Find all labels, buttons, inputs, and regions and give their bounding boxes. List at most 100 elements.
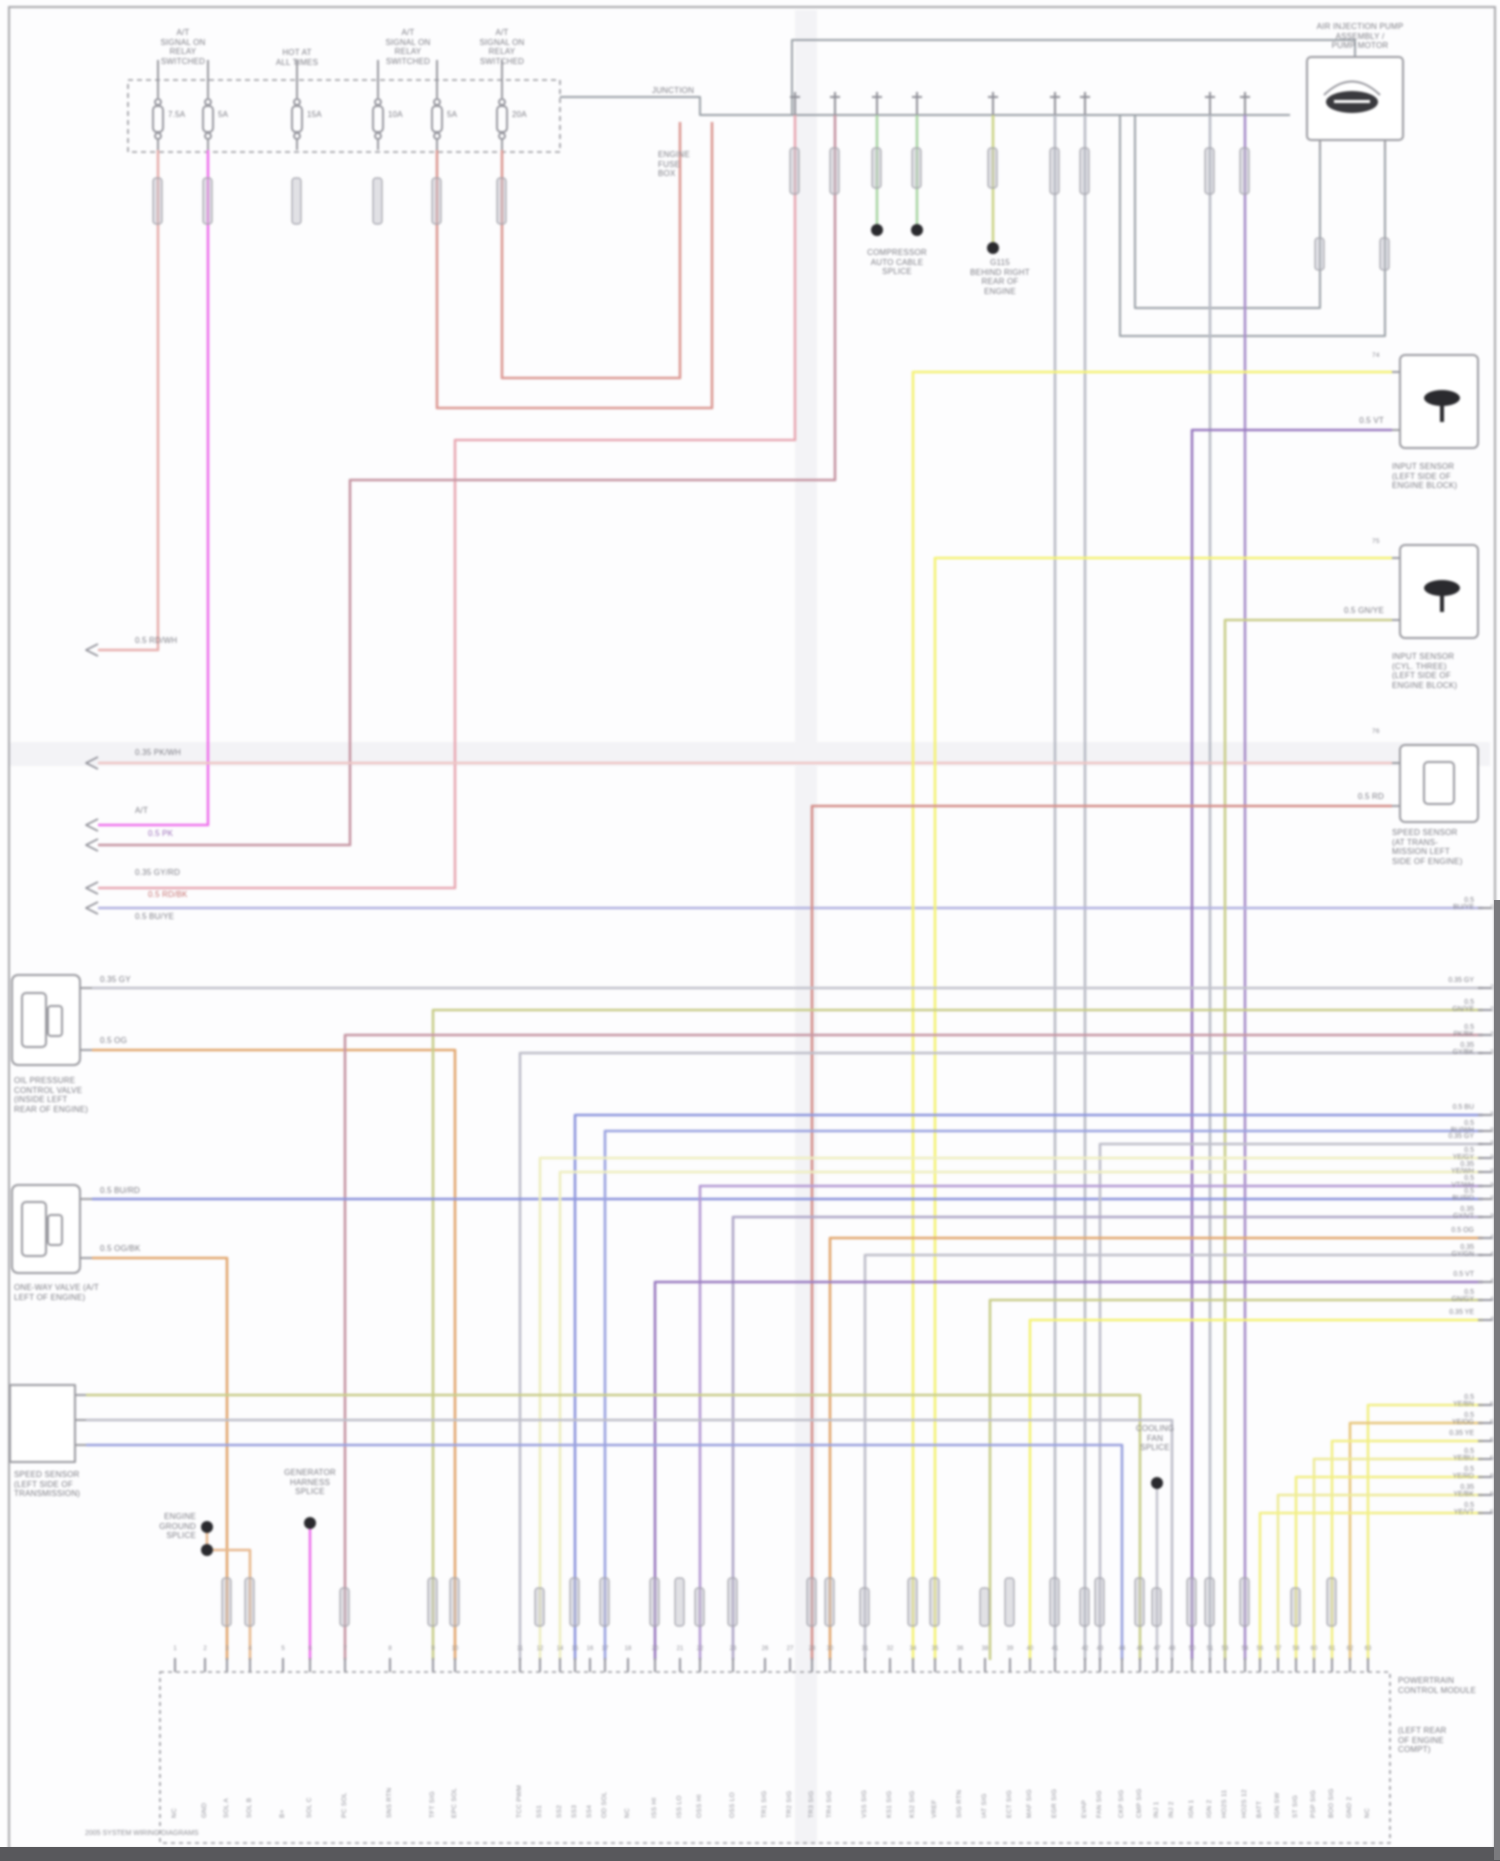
pcm-pin-number: 41	[1051, 1646, 1059, 1652]
edge-pin-code: 0.5 BU/WH	[1450, 1120, 1474, 1134]
pcm-pin-label: BOO SIG	[1328, 1788, 1335, 1818]
edge-pin	[1478, 1319, 1492, 1321]
offpage-code-5: 0.5 RD/BK	[148, 890, 188, 899]
edge-pin-number: 51	[1490, 1402, 1497, 1408]
edge-pin-code: 0.5 YE/BU	[1452, 1448, 1474, 1462]
pcm-pin-number: 22	[696, 1646, 704, 1652]
pcm-pin	[1331, 1658, 1333, 1672]
pcm-pin	[984, 1658, 986, 1672]
offpage-code-6: 0.5 BU/YE	[135, 912, 175, 921]
pcm-pin-label: SS4	[586, 1804, 593, 1818]
pcm-pin-number: 44	[1118, 1646, 1126, 1652]
pcm-pin-label: ISS HI	[651, 1797, 658, 1818]
pcm-pin-label: ECT SIG	[1006, 1790, 1013, 1818]
pcm-pin	[1313, 1658, 1315, 1672]
pcm-pin	[934, 1658, 936, 1672]
pcm-pin-label: OSS LO	[729, 1791, 736, 1818]
sensor3-pin-number: 76	[1372, 728, 1380, 735]
edge-pin	[1478, 1476, 1492, 1478]
pcm-pin-label: TFT SIG	[429, 1791, 436, 1818]
edge-pin	[1478, 1052, 1492, 1054]
edge-pin-code: 0.5 YE/OG	[1451, 1412, 1474, 1426]
pcm-pin	[1349, 1658, 1351, 1672]
pcm-pin-number: 62	[1346, 1646, 1354, 1652]
generator-splice-label: GENERATOR HARNESS SPLICE	[284, 1468, 336, 1496]
sensor2-bot-code: 0.5 GN/YE	[1343, 606, 1384, 615]
edge-pin	[1478, 1512, 1492, 1514]
pcm-pin-number: 9	[431, 1646, 435, 1652]
pcm-pin-label: TCC PWM	[516, 1784, 523, 1818]
fuse-group-label-4: A/T SIGNAL ON RELAY SWITCHED	[479, 28, 525, 66]
pcm-pin-number: 16	[586, 1646, 594, 1652]
fuse-amp-3: 15A	[307, 110, 322, 119]
panel-label: ENGINE FUSE BOX	[658, 150, 690, 178]
edge-pin	[1478, 1237, 1492, 1239]
scan-right-edge	[1494, 900, 1500, 1860]
pcm-pin	[282, 1658, 284, 1672]
pcm-pin-label: SS1	[536, 1804, 543, 1818]
offpage-arrows	[85, 643, 99, 915]
pcm-pin-number: 53	[1221, 1646, 1229, 1652]
fuse-group-label-1: A/T SIGNAL ON RELAY SWITCHED	[160, 28, 206, 66]
bus-pins	[790, 92, 1250, 115]
pcm-pin-label: INJ 2	[1168, 1801, 1175, 1818]
edge-pin-code: 0.5 YE/RD	[1452, 1466, 1474, 1480]
pcm-pin-number: 23	[729, 1646, 737, 1652]
pcm-pin-label: ST SIG	[1292, 1795, 1299, 1818]
pcm-pin-number: 31	[861, 1646, 869, 1652]
pcm-pin-number: 56	[1256, 1646, 1264, 1652]
pcm-pin-label: IGN SW	[1274, 1792, 1281, 1818]
pcm-pin-label: B+	[279, 1809, 286, 1818]
edge-pin-code: 0.35 YE/BK	[1453, 1484, 1474, 1498]
fuse-amp-2: 5A	[218, 110, 229, 119]
pcm-pin	[1009, 1658, 1011, 1672]
edge-pin-number: 44	[1490, 1297, 1497, 1303]
edge-pin-number: 41	[1490, 1235, 1497, 1241]
pcm-pin-number: 58	[1292, 1646, 1300, 1652]
module-location: (LEFT REAR OF ENGINE COMPT)	[1398, 1726, 1447, 1754]
edge-pin-code: 0.5 GN/YE	[1452, 999, 1474, 1013]
edge-pin-code: 0.5 BU	[1452, 1104, 1474, 1111]
pcm-pin	[627, 1658, 629, 1672]
pcm-pin-label: GND 2	[1346, 1796, 1353, 1818]
pcm-pin-number: 43	[1096, 1646, 1104, 1652]
edge-pin	[1478, 1404, 1492, 1406]
edge-pin-number: 45	[1490, 1317, 1497, 1323]
scan-bottom-edge	[0, 1847, 1500, 1861]
edge-pin-number: 36	[1490, 1183, 1497, 1189]
edge-pin-number: 21	[1490, 985, 1497, 991]
edge-pin-number: 33	[1490, 1141, 1497, 1147]
edge-pin	[1478, 1422, 1492, 1424]
pcm-pin	[811, 1658, 813, 1672]
pcm-pin-number: 40	[1026, 1646, 1034, 1652]
pcm-pin-label: EGR SIG	[1051, 1788, 1058, 1818]
offpage-code-3: 0.5 PK	[148, 829, 174, 838]
edge-pin	[1478, 1216, 1492, 1218]
pcm-pin-number: 39	[1006, 1646, 1014, 1652]
pcm-pin-number: 47	[1153, 1646, 1161, 1652]
pcm-pin-label: KS2 SIG	[909, 1790, 916, 1818]
pcm-pin	[174, 1658, 176, 1672]
at-heading: A/T	[135, 806, 149, 815]
pcm-pin-number: 28	[808, 1646, 816, 1652]
edge-pin-code: 0.5 VT/WH	[1451, 1175, 1474, 1189]
pcm-pin	[764, 1658, 766, 1672]
pcm-pin	[1029, 1658, 1031, 1672]
pcm-pin-label: SOL A	[223, 1797, 230, 1818]
pcm-pin	[539, 1658, 541, 1672]
pcm-pin-label: KS1 SIG	[886, 1790, 893, 1818]
splice-label-b: G115 BEHIND RIGHT REAR OF ENGINE	[970, 258, 1030, 296]
edge-pin	[1478, 1171, 1492, 1173]
pcm-pin-number: 15	[571, 1646, 579, 1652]
pcm-pin-label: VREF	[931, 1799, 938, 1818]
edge-pin	[1478, 1254, 1492, 1256]
pcm-pin-number: 26	[761, 1646, 769, 1652]
trans-range-sensor	[1392, 744, 1479, 823]
pcm-pin	[699, 1658, 701, 1672]
edge-pin-number: 52	[1490, 1420, 1497, 1426]
pcm-pin-number: 21	[676, 1646, 684, 1652]
edge-pin	[1478, 907, 1492, 909]
pcm-pin-number: 30	[826, 1646, 834, 1652]
pcm-pin-number: 48	[1168, 1646, 1176, 1652]
pcm-pin-label: SNS RTN	[386, 1787, 393, 1818]
